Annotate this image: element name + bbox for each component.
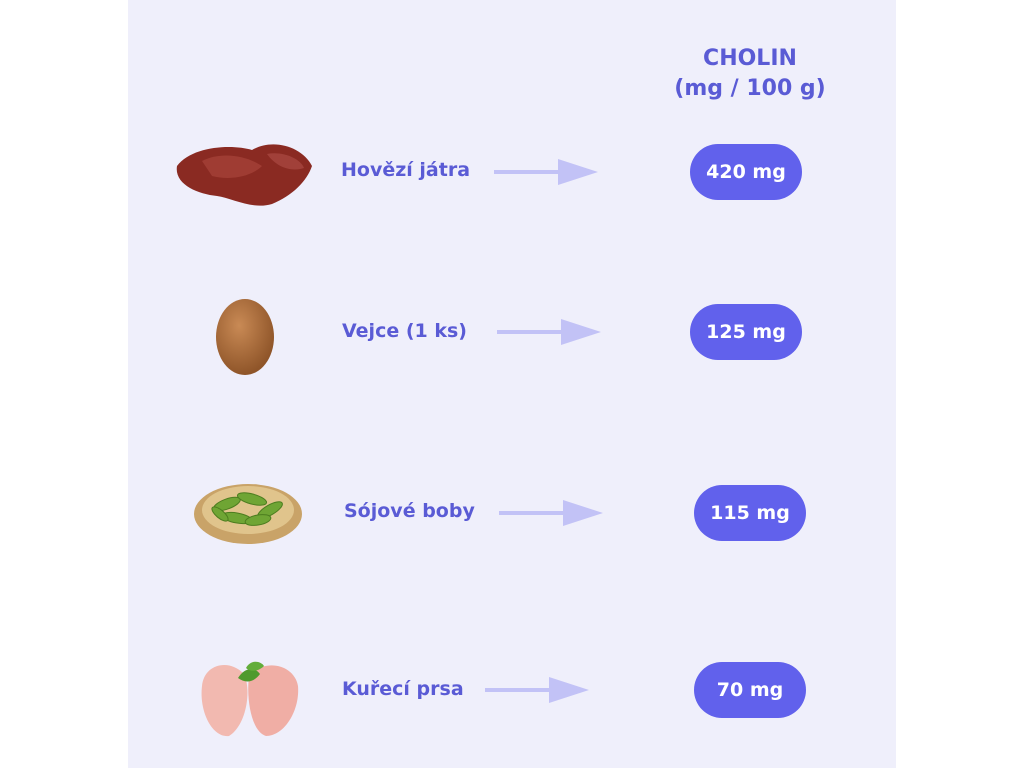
food-row: Kuřecí prsa 70 mg bbox=[0, 652, 1024, 737]
value-pill: 420 mg bbox=[690, 144, 802, 200]
value-pill: 125 mg bbox=[690, 304, 802, 360]
column-header: CHOLIN (mg / 100 g) bbox=[650, 44, 850, 104]
egg-image bbox=[216, 299, 274, 375]
arrow-icon bbox=[494, 159, 598, 185]
soybeans-image bbox=[194, 484, 302, 544]
food-row: Vejce (1 ks) 125 mg bbox=[0, 292, 1024, 375]
food-label: Sójové boby bbox=[344, 500, 475, 522]
food-row: Sójové boby 115 mg bbox=[0, 472, 1024, 552]
arrow-icon bbox=[497, 319, 601, 345]
value-pill: 70 mg bbox=[694, 662, 806, 718]
beef-liver-image bbox=[176, 144, 312, 206]
infographic-panel bbox=[128, 0, 896, 768]
header-unit: (mg / 100 g) bbox=[674, 76, 826, 101]
food-label: Kuřecí prsa bbox=[342, 678, 464, 700]
value-pill: 115 mg bbox=[694, 485, 806, 541]
header-title: CHOLIN bbox=[703, 46, 797, 71]
food-row: Hovězí játra 420 mg bbox=[0, 132, 1024, 212]
food-label: Vejce (1 ks) bbox=[342, 320, 467, 342]
food-label: Hovězí játra bbox=[341, 159, 471, 181]
arrow-icon bbox=[485, 677, 589, 703]
chicken-breast-image bbox=[201, 661, 299, 737]
arrow-icon bbox=[499, 500, 603, 526]
